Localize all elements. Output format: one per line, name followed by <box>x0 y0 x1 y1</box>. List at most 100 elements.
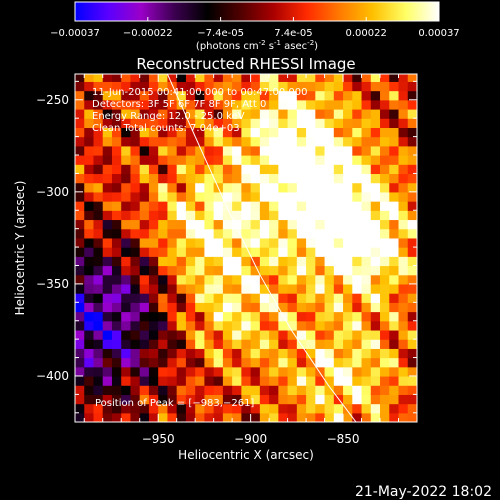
heatmap-cell <box>241 210 252 221</box>
heatmap-cell <box>195 108 206 119</box>
heatmap-cell <box>111 182 122 193</box>
heatmap-cell <box>213 81 224 92</box>
heatmap-cell <box>75 136 85 147</box>
heatmap-cell <box>75 108 85 119</box>
heatmap-cell <box>259 320 270 331</box>
heatmap-cell <box>195 164 206 175</box>
heatmap-cell <box>148 182 159 193</box>
heatmap-cell <box>287 366 298 377</box>
heatmap-cell <box>167 403 178 414</box>
heatmap-cell <box>148 210 159 221</box>
heatmap-cell <box>352 311 363 322</box>
heatmap-cell <box>361 320 372 331</box>
heatmap-cell <box>315 348 326 359</box>
heatmap-cell <box>407 274 417 285</box>
heatmap-cell <box>167 357 178 368</box>
heatmap-cell <box>333 191 344 202</box>
heatmap-cell <box>250 219 261 230</box>
heatmap-cell <box>352 357 363 368</box>
heatmap-cell <box>111 339 122 349</box>
heatmap-cell <box>380 311 390 322</box>
heatmap-cell <box>232 394 242 405</box>
heatmap-cell <box>343 256 353 267</box>
heatmap-cell <box>158 237 169 248</box>
heatmap-cell <box>324 339 335 349</box>
heatmap-cell <box>352 164 363 175</box>
heatmap-cell <box>176 201 187 211</box>
heatmap-cell <box>195 357 206 368</box>
heatmap-cell <box>176 412 187 422</box>
heatmap-cell <box>213 136 224 147</box>
heatmap-cell <box>84 90 95 101</box>
heatmap-cell <box>176 237 187 248</box>
heatmap-cell <box>333 210 344 221</box>
heatmap-cell <box>343 127 353 138</box>
heatmap-cell <box>306 99 316 110</box>
heatmap-cell <box>102 219 113 230</box>
heatmap-cell <box>324 265 335 276</box>
heatmap-cell <box>370 302 381 313</box>
heatmap-cell <box>407 237 417 248</box>
heatmap-cell <box>130 247 141 257</box>
heatmap-cell <box>195 201 206 211</box>
heatmap-cell <box>148 412 159 422</box>
heatmap-cell <box>370 403 381 414</box>
heatmap-cell <box>213 274 224 285</box>
heatmap-cell <box>148 108 159 119</box>
heatmap-cell <box>343 412 353 422</box>
heatmap-cell <box>296 173 307 184</box>
heatmap-cell <box>75 247 85 257</box>
heatmap-cell <box>111 219 122 230</box>
heatmap-cell <box>84 329 95 340</box>
heatmap-cell <box>195 247 206 257</box>
heatmap-cell <box>213 348 224 359</box>
heatmap-cell <box>139 394 150 405</box>
heatmap-cell <box>167 375 178 386</box>
heatmap-cell <box>361 311 372 322</box>
heatmap-cell <box>398 394 409 405</box>
heatmap-cell <box>259 108 270 119</box>
heatmap-cell <box>296 385 307 395</box>
heatmap-cell <box>195 366 206 377</box>
heatmap-cell <box>148 302 159 313</box>
heatmap-cell <box>296 127 307 138</box>
heatmap-cell <box>306 145 316 156</box>
heatmap-cell <box>389 219 400 230</box>
heatmap-cell <box>204 136 215 147</box>
heatmap-cell <box>269 293 279 303</box>
heatmap-cell <box>139 385 150 395</box>
heatmap-cell <box>352 228 363 239</box>
heatmap-cell <box>93 329 104 340</box>
heatmap-cell <box>306 412 316 422</box>
heatmap-cell <box>158 403 169 414</box>
heatmap-cell <box>296 228 307 239</box>
heatmap-cell <box>130 201 141 211</box>
heatmap-cell <box>352 375 363 386</box>
heatmap-cell <box>315 118 326 128</box>
heatmap-cell <box>93 237 104 248</box>
heatmap-cell <box>269 265 279 276</box>
heatmap-cell <box>296 274 307 285</box>
heatmap-cell <box>389 74 400 82</box>
heatmap-cell <box>93 283 104 294</box>
heatmap-cell <box>259 164 270 175</box>
heatmap-cell <box>185 182 196 193</box>
heatmap-cell <box>204 90 215 101</box>
heatmap-cell <box>380 403 390 414</box>
heatmap-cell <box>407 90 417 101</box>
heatmap-cell <box>121 108 132 119</box>
heatmap-cell <box>93 394 104 405</box>
heatmap-cell <box>84 173 95 184</box>
heatmap-cell <box>148 99 159 110</box>
heatmap-cell <box>287 219 298 230</box>
heatmap-cell <box>380 145 390 156</box>
heatmap-cell <box>111 348 122 359</box>
heatmap-cell <box>370 191 381 202</box>
heatmap-cell <box>75 173 85 184</box>
heatmap-cell <box>278 274 289 285</box>
heatmap-cell <box>93 173 104 184</box>
heatmap-cell <box>389 348 400 359</box>
heatmap-cell <box>343 385 353 395</box>
heatmap-cell <box>296 256 307 267</box>
heatmap-cell <box>333 385 344 395</box>
